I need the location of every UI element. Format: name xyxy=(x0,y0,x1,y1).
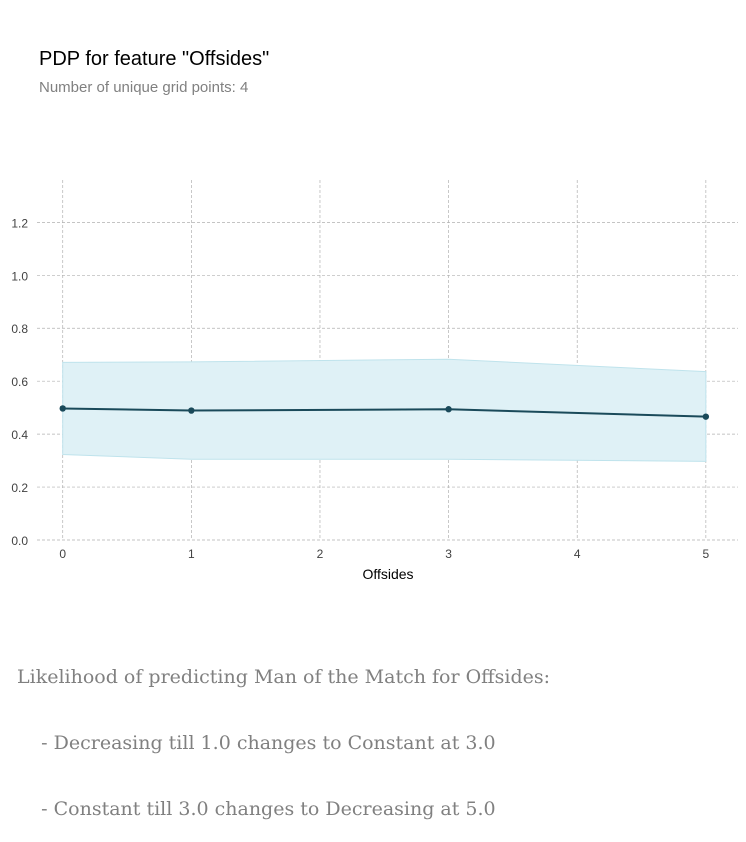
y-tick-label: 1.0 xyxy=(11,269,28,283)
caption-line: - Constant till 3.0 changes to Decreasin… xyxy=(17,798,496,820)
data-point xyxy=(188,407,195,414)
pdp-caption: Likelihood of predicting Man of the Matc… xyxy=(17,622,550,842)
x-tick-label: 0 xyxy=(59,547,66,561)
x-axis-label: Offsides xyxy=(362,566,413,582)
data-points xyxy=(59,405,710,420)
pdp-line xyxy=(62,407,706,418)
y-tick-label: 0.0 xyxy=(11,534,28,548)
caption-line: Likelihood of predicting Man of the Matc… xyxy=(17,666,551,688)
series-line xyxy=(62,407,706,418)
chart-subtitle: Number of unique grid points: 4 xyxy=(39,79,249,96)
y-tick-label: 0.2 xyxy=(11,481,28,495)
caption-line: - Decreasing till 1.0 changes to Constan… xyxy=(17,732,496,754)
pdp-chart: 0.0 0.2 0.4 0.6 0.8 1.0 1.2 0 1 2 3 4 5 Offsides xyxy=(11,180,738,582)
x-tick-label: 3 xyxy=(445,547,452,561)
x-tick-label: 2 xyxy=(317,547,324,561)
x-tick-label: 5 xyxy=(703,547,710,561)
x-tick-label: 4 xyxy=(574,547,581,561)
data-point xyxy=(59,405,66,412)
x-tick-labels: 0 1 2 3 4 5 xyxy=(59,547,709,561)
x-tick-label: 1 xyxy=(188,547,195,561)
y-tick-label: 1.2 xyxy=(11,216,28,230)
y-tick-label: 0.8 xyxy=(11,322,28,336)
chart-title: PDP for feature "Offsides" xyxy=(39,48,270,70)
y-tick-label: 0.6 xyxy=(11,375,28,389)
y-tick-label: 0.4 xyxy=(11,428,28,442)
y-tick-labels: 0.0 0.2 0.4 0.6 0.8 1.0 1.2 xyxy=(11,216,28,548)
data-point xyxy=(445,406,452,413)
data-point xyxy=(702,413,710,420)
